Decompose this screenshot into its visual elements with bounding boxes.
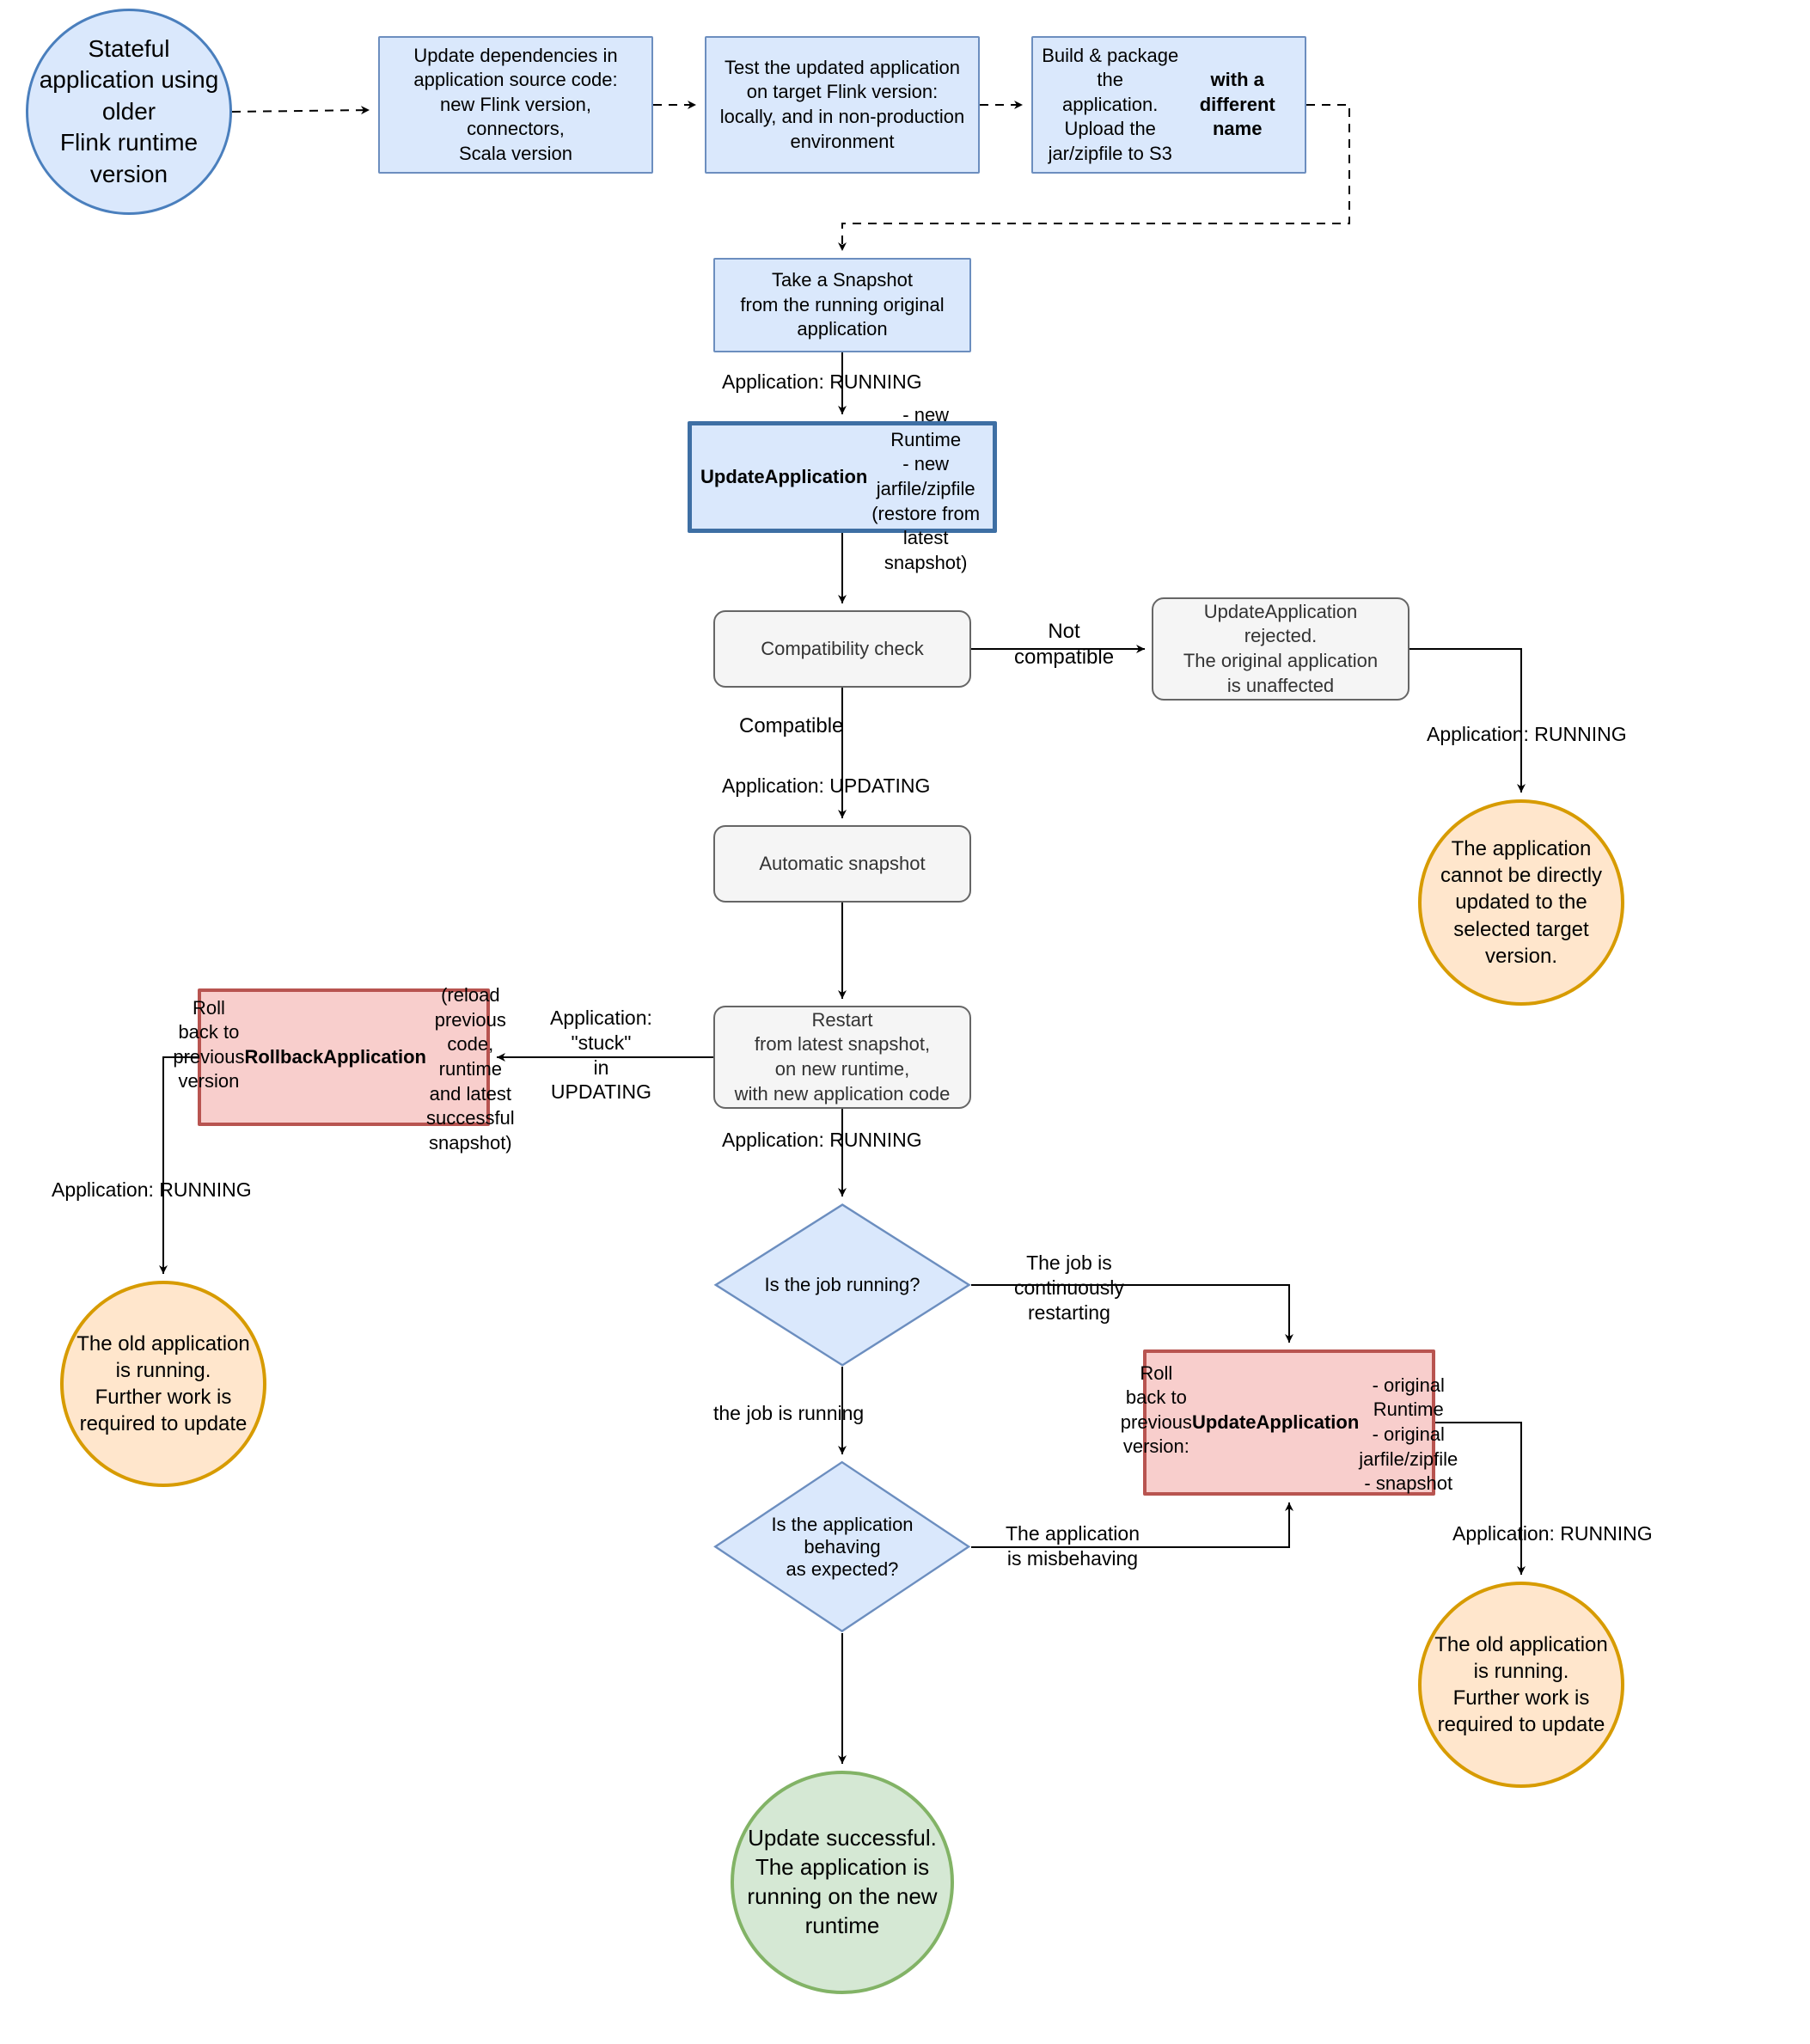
edge-label-contRestart: The job is continuously restarting: [1014, 1251, 1124, 1325]
edge-label-appRunning5: Application: RUNNING: [1452, 1521, 1653, 1546]
node-autoSnap: Automatic snapshot: [713, 825, 971, 903]
edge-label-jobRunning: the job is running: [713, 1401, 864, 1426]
edge-label-appRunning4: Application: RUNNING: [52, 1178, 252, 1203]
node-diamond1: Is the job running?: [713, 1203, 971, 1367]
node-compatCheck: Compatibility check: [713, 610, 971, 688]
node-updateDeps: Update dependencies inapplication source…: [378, 36, 653, 174]
node-buildPkg: Build & package theapplication.Upload th…: [1031, 36, 1306, 174]
node-diamond2: Is the applicationbehavingas expected?: [713, 1461, 971, 1633]
edge-label-compatible: Compatible: [739, 713, 843, 739]
node-rollbackRight: Roll back to previous version:UpdateAppl…: [1143, 1349, 1435, 1496]
node-diamond2-label: Is the applicationbehavingas expected?: [713, 1461, 971, 1633]
edge-label-misbehaving: The application is misbehaving: [1006, 1521, 1140, 1571]
edge-label-notCompat: Not compatible: [1014, 619, 1114, 670]
node-start: Statefulapplication usingolderFlink runt…: [26, 9, 232, 215]
node-oldRunningRight: The old applicationis running.Further wo…: [1418, 1582, 1624, 1788]
edge-label-stuck: Application: "stuck" in UPDATING: [550, 1006, 652, 1105]
edge-label-appRunning1: Application: RUNNING: [722, 370, 922, 395]
edge-label-appRunning2: Application: RUNNING: [1427, 722, 1627, 747]
edge-start-updateDeps: [232, 110, 370, 112]
node-rollbackLeft: Roll back to previous versionRollbackApp…: [198, 988, 490, 1126]
node-takeSnap: Take a Snapshotfrom the running original…: [713, 258, 971, 352]
node-updateApp: UpdateApplication- new Runtime- new jarf…: [688, 421, 997, 533]
node-cannotUpdate: The applicationcannot be directlyupdated…: [1418, 799, 1624, 1006]
node-rejected: UpdateApplicationrejected.The original a…: [1152, 597, 1409, 701]
node-diamond1-label: Is the job running?: [713, 1203, 971, 1367]
flowchart-canvas: Statefulapplication usingolderFlink runt…: [0, 0, 1810, 2044]
edge-rejected-cannotUpdate: [1409, 649, 1521, 793]
edge-label-appRunning3: Application: RUNNING: [722, 1128, 922, 1153]
node-oldRunningLeft: The old applicationis running.Further wo…: [60, 1281, 266, 1487]
node-restart: Restartfrom latest snapshot,on new runti…: [713, 1006, 971, 1109]
node-testApp: Test the updated applicationon target Fl…: [705, 36, 980, 174]
node-success: Update successful.The application isrunn…: [731, 1771, 954, 1994]
edge-label-appUpdating: Application: UPDATING: [722, 774, 930, 799]
